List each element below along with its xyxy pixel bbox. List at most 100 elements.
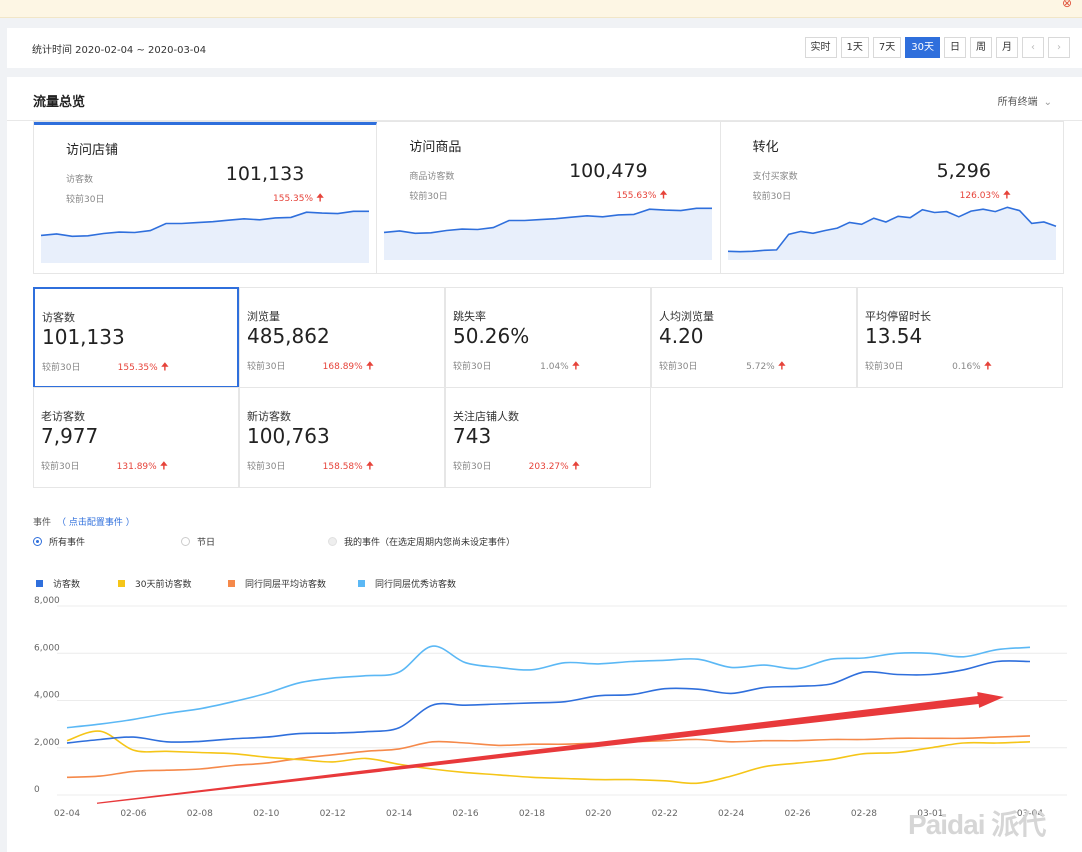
metric-card[interactable]: 访客数 101,133 较前30日 155.35% 🠉 bbox=[33, 287, 239, 388]
metric-label: 老访客数 bbox=[41, 410, 85, 423]
x-tick-label: 02-12 bbox=[320, 809, 346, 819]
period-button[interactable]: 实时 bbox=[804, 37, 837, 58]
series-line bbox=[66, 735, 1031, 779]
event-radio[interactable]: 所有事件 bbox=[33, 535, 85, 548]
card-change: 155.35% 🠉 bbox=[273, 191, 324, 208]
period-button[interactable]: 日 bbox=[944, 37, 966, 58]
x-tick-label: 02-08 bbox=[187, 809, 213, 819]
card-change-value: 155.35% bbox=[273, 194, 314, 204]
trend-arrow-shape bbox=[96, 692, 1004, 804]
period-button[interactable]: 7天 bbox=[872, 37, 902, 58]
metric-card[interactable]: 关注店铺人数 743 较前30日 203.27% 🠉 bbox=[445, 387, 651, 488]
date-filter-bar: 统计时间 2020-02-04 ~ 2020-03-04 实时 1天 7天 30天日周… bbox=[7, 28, 1082, 68]
traffic-overview-panel: 流量总览 所有终端 ⌄ 访问店铺 访客数 较前30日 101,133 155.35% 🠉 访问… bbox=[7, 77, 1082, 852]
legend-swatch bbox=[228, 580, 235, 587]
sparkline-line bbox=[384, 207, 713, 235]
arrow-up-icon: 🠉 bbox=[316, 193, 325, 204]
radio-label: 我的事件（在选定周期内您尚未设定事件） bbox=[344, 538, 516, 548]
period-button[interactable]: 1天 bbox=[840, 37, 869, 58]
event-radio: 我的事件（在选定周期内您尚未设定事件） bbox=[328, 535, 515, 548]
event-radio[interactable]: 节日 bbox=[181, 535, 215, 548]
metric-change: 0.16% 🠉 bbox=[932, 359, 992, 376]
x-tick-label: 03-01 bbox=[917, 809, 943, 819]
summary-card[interactable]: 访问店铺 访客数 较前30日 101,133 155.35% 🠉 bbox=[34, 122, 378, 273]
chevron-left-icon[interactable]: ‹ bbox=[1022, 37, 1044, 58]
x-tick-label: 02-10 bbox=[253, 809, 279, 819]
metric-label: 人均浏览量 bbox=[659, 310, 714, 323]
y-tick-label: 8,000 bbox=[34, 596, 60, 606]
watermark: Paidai 派代 bbox=[908, 809, 1046, 840]
metric-card[interactable]: 跳失率 50.26% 较前30日 1.04% 🠉 bbox=[445, 287, 651, 388]
y-tick-label: 0 bbox=[34, 785, 40, 795]
date-range-label: 统计时间 2020-02-04 ~ 2020-03-04 bbox=[32, 45, 207, 56]
legend-item[interactable]: 30天前访客数 bbox=[118, 577, 191, 590]
metric-change: 5.72% 🠉 bbox=[726, 359, 786, 376]
x-tick-label: 02-20 bbox=[585, 809, 611, 819]
card-compare-label: 较前30日 bbox=[66, 195, 105, 205]
metric-card[interactable]: 新访客数 100,763 较前30日 158.58% 🠉 bbox=[239, 387, 445, 488]
arrow-up-icon: 🠉 bbox=[160, 362, 169, 373]
x-tick-label: 02-24 bbox=[718, 809, 744, 819]
y-tick-label: 2,000 bbox=[34, 738, 60, 748]
legend-item[interactable]: 同行同层平均访客数 bbox=[228, 577, 326, 590]
radio-dot bbox=[33, 537, 42, 546]
divider bbox=[7, 120, 1082, 121]
arrow-up-icon: 🠉 bbox=[159, 461, 168, 472]
metric-card[interactable]: 浏览量 485,862 较前30日 168.89% 🠉 bbox=[239, 287, 445, 388]
period-selector: 实时 1天 7天 30天日周月 ‹ › bbox=[804, 37, 1070, 58]
period-button[interactable]: 周 bbox=[970, 37, 992, 58]
metric-change-value: 155.35% bbox=[117, 363, 158, 373]
radio-dot bbox=[181, 537, 190, 546]
x-tick-label: 02-28 bbox=[851, 809, 877, 819]
card-title: 访问店铺 bbox=[66, 143, 119, 158]
card-compare-label: 较前30日 bbox=[409, 192, 448, 202]
series-line bbox=[66, 645, 1031, 729]
summary-card[interactable]: 访问商品 商品访客数 较前30日 100,479 155.63% 🠉 bbox=[377, 122, 721, 273]
arrow-up-icon: 🠉 bbox=[983, 361, 992, 372]
sparkline-line bbox=[40, 210, 369, 238]
legend-item[interactable]: 同行同层优秀访客数 bbox=[358, 577, 456, 590]
period-button[interactable]: 30天 bbox=[905, 37, 940, 58]
sparkline-area bbox=[727, 207, 1056, 260]
x-tick-label: 02-22 bbox=[652, 809, 678, 819]
arrow-up-icon: 🠉 bbox=[571, 361, 580, 372]
configure-events-link[interactable]: （ 点击配置事件 ） bbox=[57, 518, 135, 528]
metric-card[interactable]: 老访客数 7,977 较前30日 131.89% 🠉 bbox=[33, 387, 239, 488]
event-filter-radios: 所有事件 节日 我的事件（在选定周期内您尚未设定事件） bbox=[33, 535, 933, 551]
legend-item[interactable]: 访客数 bbox=[36, 577, 80, 590]
metric-change: 155.35% 🠉 bbox=[109, 360, 169, 377]
close-circle-icon[interactable]: ⊗ bbox=[1061, 0, 1072, 10]
metric-label: 跳失率 bbox=[453, 310, 486, 323]
metric-compare-label: 较前30日 bbox=[453, 362, 492, 372]
metric-value: 13.54 bbox=[865, 324, 923, 348]
metric-value: 485,862 bbox=[247, 324, 330, 348]
sparkline bbox=[727, 206, 1056, 260]
chevron-right-icon[interactable]: › bbox=[1048, 37, 1070, 58]
metric-compare-label: 较前30日 bbox=[42, 363, 81, 373]
card-sub-label: 支付买家数 bbox=[752, 172, 798, 182]
arrow-up-icon: 🠉 bbox=[365, 461, 374, 472]
metric-card[interactable]: 人均浏览量 4.20 较前30日 5.72% 🠉 bbox=[651, 287, 857, 388]
period-button[interactable]: 月 bbox=[996, 37, 1018, 58]
y-tick-label: 4,000 bbox=[34, 691, 60, 701]
card-change: 126.03% 🠉 bbox=[960, 188, 1011, 205]
summary-card[interactable]: 转化支付买家数较前30日 5,296 126.03% 🠉 bbox=[721, 122, 1063, 273]
metric-compare-label: 较前30日 bbox=[247, 362, 286, 372]
metric-card[interactable]: 平均停留时长 13.54 较前30日 0.16% 🠉 bbox=[857, 287, 1063, 388]
panel-title: 流量总览 bbox=[33, 95, 86, 110]
metric-value: 101,133 bbox=[42, 325, 125, 349]
x-tick-label: 03-04 bbox=[1017, 809, 1043, 819]
metric-change-value: 203.27% bbox=[528, 462, 569, 472]
metric-label: 平均停留时长 bbox=[865, 310, 931, 323]
metric-change-value: 5.72% bbox=[746, 362, 775, 372]
legend-label: 访客数 bbox=[53, 580, 81, 590]
sparkline bbox=[384, 207, 713, 260]
card-compare-label: 较前30日 bbox=[752, 192, 792, 202]
sparkline-line bbox=[727, 206, 1056, 253]
series-line bbox=[66, 730, 1031, 785]
card-value: 5,296 bbox=[936, 160, 991, 182]
card-change: 155.63% 🠉 bbox=[616, 188, 667, 205]
terminal-select[interactable]: 所有终端 ⌄ bbox=[998, 93, 1052, 108]
sparkline-area bbox=[384, 208, 713, 260]
card-title: 转化 bbox=[752, 140, 779, 155]
